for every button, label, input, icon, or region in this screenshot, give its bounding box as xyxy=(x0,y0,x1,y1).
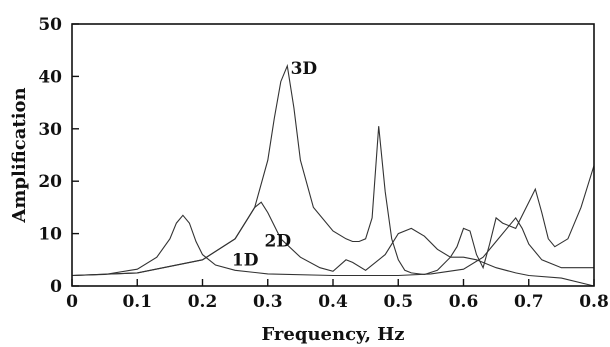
series-layer xyxy=(71,63,595,287)
x-tick-label: 0.8 xyxy=(579,292,609,312)
y-tick-label: 0 xyxy=(50,277,62,297)
y-tick-label: 10 xyxy=(38,225,62,245)
x-tick-label: 0.3 xyxy=(253,292,283,312)
y-tick-label: 30 xyxy=(38,120,62,140)
y-tick-label: 40 xyxy=(38,67,62,87)
x-tick-label: 0.7 xyxy=(514,292,544,312)
series-line-1d xyxy=(71,214,594,277)
y-tick-label: 50 xyxy=(38,15,62,35)
x-tick-label: 0.6 xyxy=(449,292,479,312)
x-tick-label: 0.1 xyxy=(122,292,152,312)
plot-area-frame xyxy=(71,23,595,287)
curve-label-1d: 1D xyxy=(232,251,259,271)
curve-label-3d: 3D xyxy=(291,59,318,79)
axis-ticks: 0 0.1 0.2 0.3 0.4 0.5 0.6 0.7 0.8 0 10 20 30 40 50 xyxy=(38,15,608,312)
series-line-2d xyxy=(71,201,595,287)
y-tick-label: 20 xyxy=(38,172,62,192)
curve-label-2d: 2D xyxy=(264,232,291,252)
x-tick-label: 0.5 xyxy=(383,292,413,312)
x-axis-title: Frequency, Hz xyxy=(261,324,404,345)
series-line-3d xyxy=(71,63,595,277)
x-tick-label: 0.2 xyxy=(188,292,218,312)
x-tick-label: 0.4 xyxy=(318,292,348,312)
x-tick-label: 0 xyxy=(66,292,78,312)
y-axis-title: Amplification xyxy=(9,87,30,223)
